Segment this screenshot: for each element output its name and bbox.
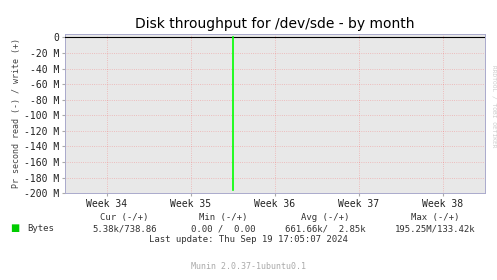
Text: 195.25M/133.42k: 195.25M/133.42k — [395, 224, 475, 233]
Text: ■: ■ — [10, 223, 19, 233]
Text: 0.00 /  0.00: 0.00 / 0.00 — [191, 224, 256, 233]
Text: Avg (-/+): Avg (-/+) — [301, 213, 350, 222]
Text: 5.38k/738.86: 5.38k/738.86 — [92, 224, 157, 233]
Text: 661.66k/  2.85k: 661.66k/ 2.85k — [285, 224, 366, 233]
Text: Munin 2.0.37-1ubuntu0.1: Munin 2.0.37-1ubuntu0.1 — [191, 262, 306, 271]
Text: Cur (-/+): Cur (-/+) — [100, 213, 149, 222]
Text: Bytes: Bytes — [27, 224, 54, 233]
Y-axis label: Pr second read (-) / write (+): Pr second read (-) / write (+) — [12, 38, 21, 188]
Text: RRDTOOL / TOBI OETIKER: RRDTOOL / TOBI OETIKER — [491, 65, 496, 148]
Text: Last update: Thu Sep 19 17:05:07 2024: Last update: Thu Sep 19 17:05:07 2024 — [149, 235, 348, 244]
Text: Max (-/+): Max (-/+) — [411, 213, 459, 222]
Title: Disk throughput for /dev/sde - by month: Disk throughput for /dev/sde - by month — [135, 17, 414, 31]
Text: Min (-/+): Min (-/+) — [199, 213, 248, 222]
